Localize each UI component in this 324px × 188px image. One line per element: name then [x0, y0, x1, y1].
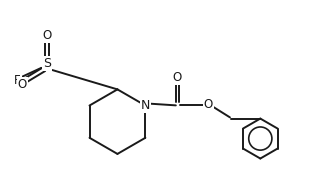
Text: F: F: [14, 74, 21, 87]
Text: O: O: [203, 98, 213, 111]
Text: O: O: [42, 29, 52, 42]
Text: O: O: [17, 78, 27, 91]
Text: O: O: [173, 71, 182, 84]
Text: N: N: [141, 99, 150, 112]
Text: S: S: [43, 57, 51, 70]
